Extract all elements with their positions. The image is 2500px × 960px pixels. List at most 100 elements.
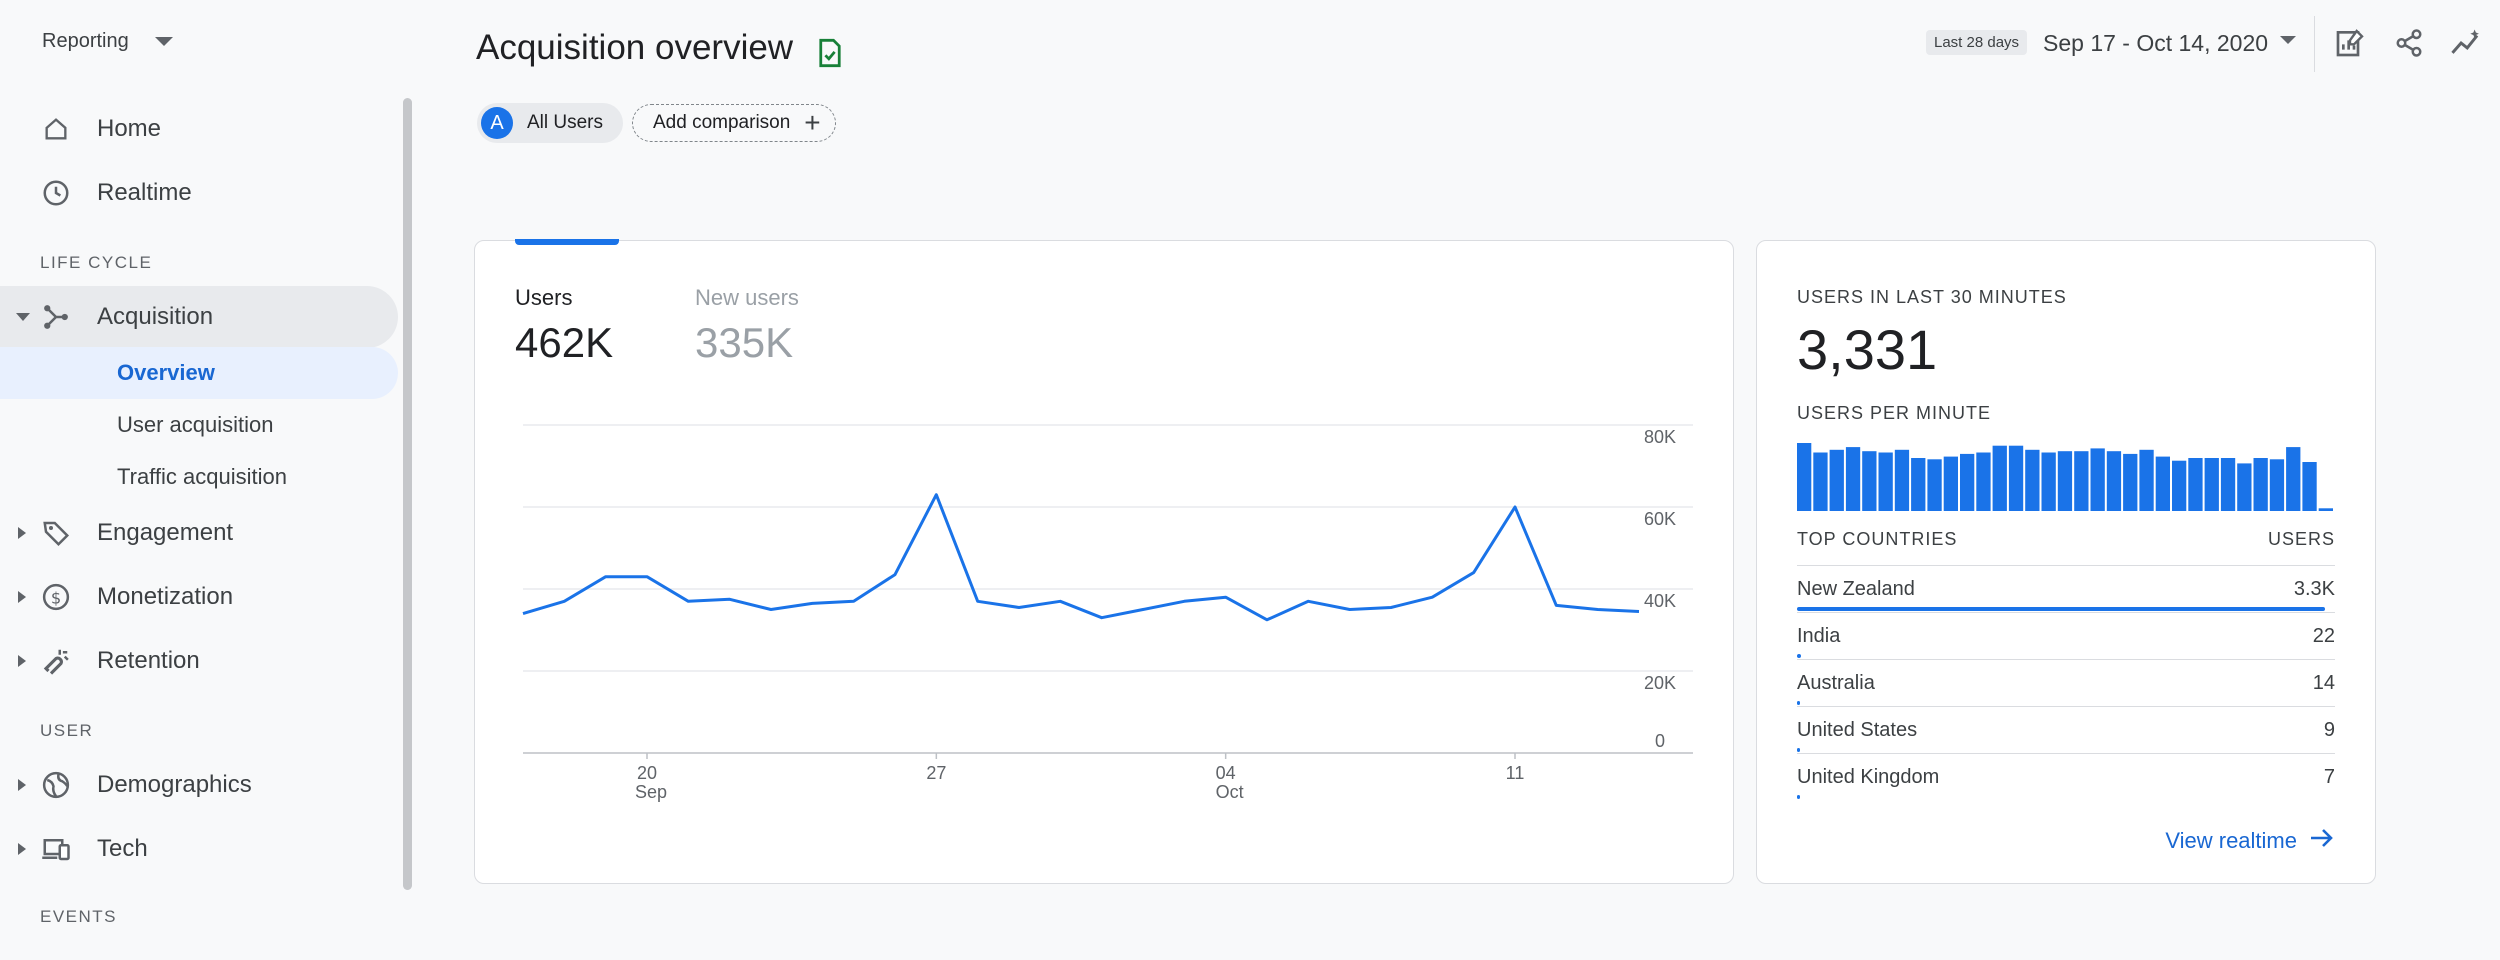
country-row[interactable]: New Zealand 3.3K [1797, 565, 2335, 612]
users-metric-tab[interactable]: Users 462K [515, 285, 613, 367]
country-row[interactable]: United Kingdom 7 [1797, 753, 2335, 800]
per-minute-bar [2057, 451, 2073, 511]
country-share-bar [1797, 607, 2325, 611]
per-minute-bar [2155, 456, 2170, 511]
per-minute-bar [2318, 508, 2333, 511]
view-realtime-label: View realtime [2165, 828, 2297, 853]
arrow-right-icon [2309, 827, 2335, 855]
page-title: Acquisition overview [476, 28, 794, 67]
per-minute-bar [1845, 447, 1861, 511]
x-tick-label: 04 [1216, 763, 1236, 783]
reporting-label: Reporting [42, 30, 129, 52]
country-name: New Zealand [1797, 578, 1915, 600]
y-tick-label: 40K [1644, 591, 1676, 611]
x-tick-sublabel: Oct [1216, 782, 1244, 802]
sidebar-scrollbar[interactable] [403, 98, 412, 890]
new-users-metric-label: New users [695, 285, 799, 310]
sidebar-item-label: Traffic acquisition [117, 464, 287, 489]
per-minute-bar [2074, 451, 2089, 511]
reporting-dropdown[interactable]: Reporting [42, 30, 173, 53]
per-minute-bar [1829, 449, 1844, 511]
view-realtime-link[interactable]: View realtime [2165, 827, 2335, 855]
active-tab-indicator [515, 239, 619, 245]
realtime-users-value: 3,331 [1797, 318, 1938, 381]
expand-arrow-icon [16, 313, 30, 321]
country-name: Australia [1797, 672, 1875, 694]
sidebar-item-label: Home [97, 115, 162, 142]
country-row[interactable]: United States 9 [1797, 706, 2335, 753]
sidebar-item-label: User acquisition [117, 412, 274, 437]
new-users-metric-tab[interactable]: New users 335K [695, 285, 799, 367]
users-per-minute-bars [1797, 443, 2333, 511]
verified-report-icon [816, 38, 844, 73]
y-tick-label: 20K [1644, 673, 1676, 693]
sidebar-item-engagement[interactable]: Engagement [0, 502, 398, 564]
add-comparison-button[interactable]: Add comparison + [632, 104, 836, 142]
per-minute-bar [2123, 453, 2138, 511]
customize-report-icon[interactable] [2333, 26, 2367, 60]
users-metric-label: Users [515, 285, 573, 310]
x-tick-label: 20 [637, 763, 657, 783]
sidebar-item-label: Engagement [97, 519, 234, 546]
country-row[interactable]: India 22 [1797, 612, 2335, 659]
globe-icon [40, 769, 72, 801]
per-minute-bar [2041, 452, 2056, 511]
sidebar-item-demographics[interactable]: Demographics [0, 754, 398, 816]
y-tick-label: 0 [1655, 731, 1665, 751]
sidebar-item-tech[interactable]: Tech [0, 818, 398, 880]
realtime-heading: USERS IN LAST 30 MINUTES [1797, 287, 2067, 307]
per-minute-bar [1992, 445, 2007, 511]
expand-arrow-icon [18, 591, 26, 603]
sidebar: Reporting Home Realtime LIFE CYCLE Acqui… [0, 0, 415, 960]
per-minute-bar [1862, 451, 1877, 511]
section-heading-lifecycle: LIFE CYCLE [40, 253, 153, 272]
realtime-card: USERS IN LAST 30 MINUTES 3,331 USERS PER… [1756, 240, 2376, 884]
all-users-label: All Users [527, 112, 604, 133]
top-countries-heading: TOP COUNTRIES [1797, 529, 1958, 549]
x-tick-label: 11 [1506, 763, 1525, 783]
sidebar-item-acquisition[interactable]: Acquisition [0, 286, 398, 348]
acquisition-icon [40, 301, 72, 333]
sidebar-item-home[interactable]: Home [0, 98, 398, 160]
per-minute-bar [2237, 463, 2252, 511]
sidebar-item-label: Realtime [97, 179, 192, 206]
tag-icon [40, 517, 72, 549]
users-series-line [522, 493, 1640, 622]
header-divider [2314, 16, 2315, 72]
insights-icon[interactable] [2449, 26, 2483, 60]
sidebar-item-label: Demographics [97, 771, 252, 798]
per-minute-bar [2286, 447, 2301, 511]
sidebar-item-label: Monetization [97, 583, 234, 610]
per-minute-bar [1960, 453, 1975, 511]
users-column-heading: USERS [2267, 529, 2335, 549]
home-icon [40, 113, 72, 145]
per-minute-bar [2302, 462, 2317, 511]
all-users-chip[interactable]: A All Users [477, 103, 624, 143]
country-name: India [1797, 625, 1841, 647]
country-share-bar [1797, 701, 1800, 705]
date-range-picker[interactable]: Sep 17 - Oct 14, 2020 [2043, 30, 2269, 56]
chevron-down-icon[interactable] [2280, 36, 2296, 44]
sidebar-item-label: Tech [97, 835, 148, 862]
sidebar-subitem-overview[interactable]: Overview [0, 347, 398, 399]
sidebar-item-retention[interactable]: Retention [0, 630, 398, 692]
clock-icon [40, 177, 72, 209]
y-tick-label: 80K [1644, 427, 1676, 447]
sidebar-item-realtime[interactable]: Realtime [0, 162, 398, 224]
users-metric-value: 462K [515, 319, 614, 366]
share-icon[interactable] [2392, 26, 2426, 60]
country-row[interactable]: Australia 14 [1797, 659, 2335, 706]
per-minute-bar [1813, 452, 1828, 511]
x-tick-label: 27 [926, 763, 946, 783]
expand-arrow-icon [18, 843, 26, 855]
per-minute-bar [2172, 460, 2187, 511]
new-users-metric-value: 335K [695, 319, 794, 366]
top-countries-header: TOP COUNTRIES USERS [1797, 529, 2335, 550]
sidebar-item-monetization[interactable]: $ Monetization [0, 566, 398, 628]
per-minute-bar [1894, 449, 1910, 511]
per-minute-bar [1927, 459, 1942, 511]
per-minute-bar [1797, 443, 1812, 511]
users-chart-card: Users 462K New users 335K 80K 60K 40K 20K 0 2… [474, 239, 1734, 884]
sidebar-subitem-user-acquisition[interactable]: User acquisition [0, 399, 398, 451]
sidebar-subitem-traffic-acquisition[interactable]: Traffic acquisition [0, 451, 398, 503]
